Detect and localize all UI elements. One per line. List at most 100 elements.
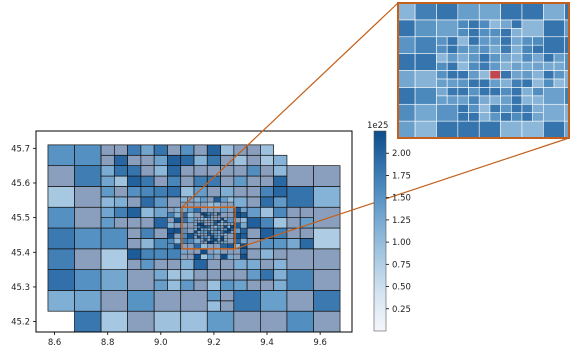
grid-cell [220, 217, 225, 221]
grid-cell [127, 186, 142, 198]
grid-cell [233, 258, 248, 270]
grid-cell [313, 310, 341, 332]
grid-cell [180, 154, 195, 167]
grid-cell [167, 269, 182, 281]
grid-cell [193, 243, 201, 250]
zoom-inset [397, 2, 570, 139]
zoom-connector-bottom [234, 137, 570, 250]
grid-cell [180, 269, 195, 281]
grid-cell [220, 165, 235, 177]
grid-cell [220, 290, 235, 302]
grid-cell [223, 217, 228, 221]
grid-cell [200, 253, 208, 260]
inset-cell [510, 53, 523, 63]
grid-cell [286, 269, 314, 291]
inset-cell [532, 78, 544, 88]
colorbar-ticks: 0.25 0.50 0.75 1.00 1.25 1.50 1.75 2.00 [386, 149, 411, 315]
grid-cell [153, 217, 168, 229]
grid-cell [260, 290, 288, 312]
grid-cell [213, 225, 218, 229]
grid-cell [220, 186, 235, 198]
grid-cell [200, 214, 205, 218]
grid-cell [299, 206, 314, 218]
inset-cell [532, 70, 544, 80]
grid-cell [127, 175, 142, 187]
inset-cell [398, 87, 416, 105]
grid-cell [207, 240, 211, 244]
grid-cell [260, 175, 275, 187]
grid-cell [223, 238, 228, 242]
grid-cell [240, 222, 248, 229]
grid-cell [206, 310, 235, 332]
inset-cell [478, 28, 491, 38]
inset-cell [564, 19, 569, 38]
inset-cell [543, 3, 566, 21]
grid-cell [206, 269, 221, 281]
inset-cell [468, 19, 480, 29]
inset-cell [543, 120, 566, 138]
grid-cell [180, 186, 195, 198]
inset-cell [478, 78, 491, 88]
grid-cell [206, 300, 221, 312]
grid-cell [210, 238, 215, 242]
grid-cell [273, 238, 288, 250]
grid-cell [210, 217, 215, 221]
grid-cell [140, 206, 155, 218]
colorbar-tick-label: 1.25 [392, 216, 411, 226]
inset-cell [521, 78, 533, 88]
grid-cell [220, 269, 235, 281]
grid-cell [100, 269, 128, 291]
inset-cell [468, 87, 480, 97]
grid-cell [260, 196, 275, 208]
grid-cell [220, 243, 228, 250]
grid-cell [313, 206, 341, 229]
inset-cell [532, 36, 544, 46]
grid-cell [220, 144, 235, 156]
grid-cell [230, 230, 235, 234]
grid-cell [100, 206, 115, 218]
inset-cell [532, 61, 544, 71]
grid-cell [210, 214, 215, 218]
grid-cell [200, 238, 205, 242]
grid-cell [213, 196, 221, 203]
grid-cell [193, 227, 198, 231]
grid-cell [140, 238, 155, 250]
grid-cell [173, 227, 181, 234]
grid-cell [206, 290, 221, 302]
inset-cell [457, 3, 480, 21]
grid-cell [47, 248, 75, 270]
grid-cell [313, 248, 341, 270]
grid-cell [167, 248, 182, 260]
grid-cell [227, 212, 235, 218]
grid-cell [127, 290, 155, 312]
grid-cell [206, 165, 221, 177]
inset-cell [414, 36, 437, 54]
inset-cell [489, 70, 501, 80]
grid-cell [217, 220, 221, 224]
grid-cell [203, 220, 208, 224]
grid-cell [180, 165, 195, 177]
inset-cell [489, 36, 501, 46]
grid-cell [127, 206, 142, 218]
grid-cell [193, 196, 201, 203]
inset-cell [436, 19, 459, 38]
grid-cell [140, 175, 155, 187]
grid-cell [227, 238, 235, 244]
grid-cell [286, 186, 314, 208]
y-axis: 45.2 45.3 45.4 45.5 45.6 45.7 [11, 144, 36, 328]
grid-cell [286, 238, 301, 250]
inset-cell [436, 103, 459, 122]
grid-cell [203, 230, 208, 234]
grid-cell [233, 310, 261, 332]
grid-cell [100, 186, 115, 198]
inset-cell [398, 70, 416, 88]
grid-cell [233, 290, 261, 312]
grid-cell [260, 217, 275, 229]
grid-cell [227, 196, 235, 203]
grid-cell [47, 165, 75, 187]
inset-cell [436, 3, 459, 21]
grid-cell [193, 225, 198, 229]
colorbar-tick-label: 0.75 [392, 260, 411, 270]
grid-cell [246, 279, 261, 291]
inset-cell [436, 78, 448, 88]
